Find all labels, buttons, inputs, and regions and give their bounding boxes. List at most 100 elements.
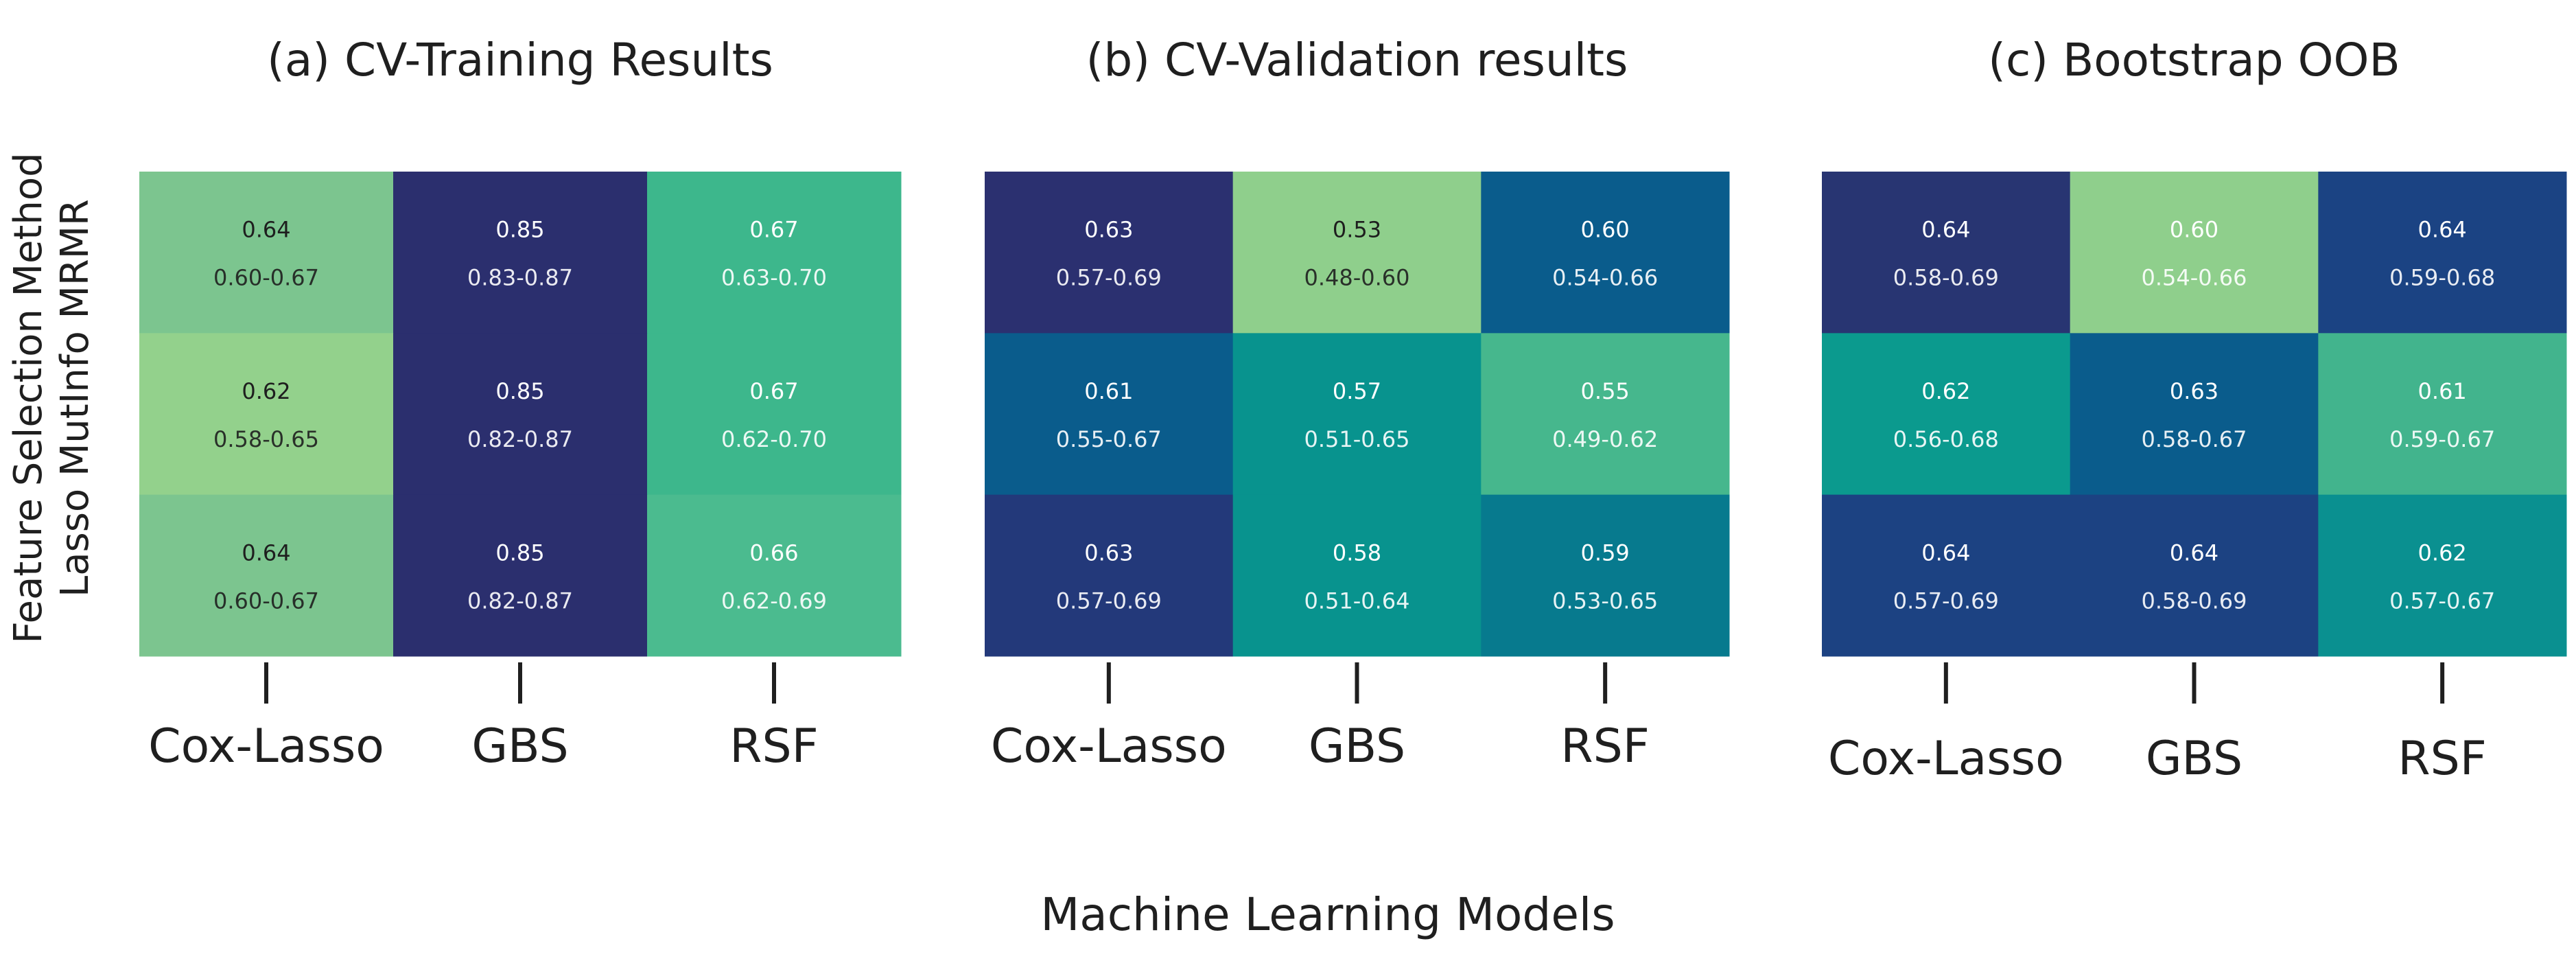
heatmap-cell-mrmr-cox-lasso xyxy=(985,172,1234,334)
heatmap-cell-mutinfo-cox-lasso xyxy=(985,333,1234,496)
cell-ci: 0.57-0.67 xyxy=(2389,588,2495,614)
heatmap-cell-mrmr-gbs xyxy=(1232,172,1482,334)
cell-ci: 0.54-0.66 xyxy=(2141,265,2247,291)
cell-value: 0.85 xyxy=(495,217,544,243)
heatmap-cell-lasso-rsf xyxy=(647,494,902,657)
cell-ci: 0.57-0.69 xyxy=(1056,588,1162,614)
panel-title: (b) CV-Validation results xyxy=(1086,34,1628,86)
heatmap-cell-mrmr-rsf xyxy=(1481,172,1730,334)
cell-ci: 0.62-0.70 xyxy=(721,426,827,452)
cell-ci: 0.57-0.69 xyxy=(1056,265,1162,291)
cell-value: 0.53 xyxy=(1333,217,1381,243)
cell-value: 0.58 xyxy=(1333,540,1381,566)
heatmap-cell-mutinfo-gbs xyxy=(2070,333,2319,496)
cell-ci: 0.59-0.68 xyxy=(2389,265,2495,291)
cell-value: 0.63 xyxy=(1084,540,1133,566)
cell-value: 0.60 xyxy=(2170,217,2218,243)
heatmap-cell-lasso-cox-lasso xyxy=(985,494,1234,657)
cell-ci: 0.58-0.67 xyxy=(2141,426,2247,452)
cell-value: 0.62 xyxy=(242,378,290,404)
cell-ci: 0.59-0.67 xyxy=(2389,426,2495,452)
heatmap-cell-mrmr-rsf xyxy=(647,172,902,334)
heatmap-cell-mutinfo-rsf xyxy=(647,333,902,496)
cell-value: 0.62 xyxy=(1921,378,1970,404)
cell-value: 0.57 xyxy=(1333,378,1381,404)
cell-value: 0.85 xyxy=(495,378,544,404)
heatmap-cell-mrmr-cox-lasso xyxy=(1822,172,2071,334)
heatmap-panel-2: (b) CV-Validation results 0.63 0.57-0.69 0.… xyxy=(985,34,1730,774)
cell-ci: 0.57-0.69 xyxy=(1893,588,1999,614)
cell-ci: 0.51-0.65 xyxy=(1304,426,1409,452)
heatmap-cell-lasso-rsf xyxy=(2318,494,2567,657)
heatmap-cell-mutinfo-rsf xyxy=(1481,333,1730,496)
y-axis-label-rows: Lasso MutInfo MRMR xyxy=(53,199,97,597)
x-tick-label: GBS xyxy=(1309,719,1405,774)
cell-value: 0.64 xyxy=(242,540,290,566)
heatmap-cell-mrmr-gbs xyxy=(393,172,648,334)
cell-ci: 0.51-0.64 xyxy=(1304,588,1409,614)
panel-title: (a) CV-Training Results xyxy=(267,34,773,86)
heatmap-cell-lasso-gbs xyxy=(393,494,648,657)
heatmap-cell-mutinfo-cox-lasso xyxy=(1822,333,2071,496)
cell-value: 0.67 xyxy=(749,378,798,404)
cell-value: 0.55 xyxy=(1581,378,1630,404)
x-tick-label: RSF xyxy=(2398,732,2487,786)
heatmap-cell-lasso-cox-lasso xyxy=(139,494,394,657)
cell-value: 0.66 xyxy=(749,540,798,566)
cell-value: 0.64 xyxy=(2170,540,2218,566)
cell-ci: 0.83-0.87 xyxy=(467,265,573,291)
cell-value: 0.61 xyxy=(1084,378,1133,404)
cell-ci: 0.58-0.65 xyxy=(213,426,319,452)
cell-ci: 0.48-0.60 xyxy=(1304,265,1409,291)
heatmap-cell-mutinfo-gbs xyxy=(393,333,648,496)
heatmap-cell-mutinfo-gbs xyxy=(1232,333,1482,496)
cell-ci: 0.56-0.68 xyxy=(1893,426,1999,452)
cell-ci: 0.60-0.67 xyxy=(213,265,319,291)
cell-ci: 0.58-0.69 xyxy=(1893,265,1999,291)
heatmap-cell-lasso-rsf xyxy=(1481,494,1730,657)
cell-ci: 0.62-0.69 xyxy=(721,588,827,614)
x-axis-label: Machine Learning Models xyxy=(1040,888,1615,941)
x-tick-label: GBS xyxy=(2146,732,2243,786)
cell-value: 0.62 xyxy=(2418,540,2467,566)
heatmap-panel-1: (a) CV-Training Results 0.64 0.60-0.67 0.85… xyxy=(139,34,902,774)
heatmap-cell-mrmr-rsf xyxy=(2318,172,2567,334)
cell-value: 0.59 xyxy=(1581,540,1630,566)
cell-value: 0.67 xyxy=(749,217,798,243)
x-tick-label: Cox-Lasso xyxy=(148,719,384,774)
heatmap-cell-mutinfo-rsf xyxy=(2318,333,2567,496)
cell-ci: 0.49-0.62 xyxy=(1552,426,1658,452)
heatmap-panel-3: (c) Bootstrap OOB 0.64 0.58-0.69 0.60 0.54-0… xyxy=(1822,34,2567,786)
heatmap-cell-mrmr-cox-lasso xyxy=(139,172,394,334)
cell-ci: 0.54-0.66 xyxy=(1552,265,1658,291)
cell-ci: 0.82-0.87 xyxy=(467,426,573,452)
heatmap-cell-lasso-gbs xyxy=(1232,494,1482,657)
cell-ci: 0.60-0.67 xyxy=(213,588,319,614)
cell-value: 0.63 xyxy=(2170,378,2218,404)
x-tick-label: RSF xyxy=(1560,719,1650,774)
cell-ci: 0.55-0.67 xyxy=(1056,426,1162,452)
cell-ci: 0.53-0.65 xyxy=(1552,588,1658,614)
x-tick-label: Cox-Lasso xyxy=(1828,732,2064,786)
heatmap-panels: (a) CV-Training Results 0.64 0.60-0.67 0.85… xyxy=(139,34,2567,786)
panel-title: (c) Bootstrap OOB xyxy=(1988,34,2400,86)
cell-value: 0.64 xyxy=(2418,217,2467,243)
cell-value: 0.60 xyxy=(1581,217,1630,243)
heatmap-cell-mutinfo-cox-lasso xyxy=(139,333,394,496)
heatmap-cell-mrmr-gbs xyxy=(2070,172,2319,334)
y-axis-label-title: Feature Selection Method xyxy=(6,152,51,643)
cell-value: 0.85 xyxy=(495,540,544,566)
heatmap-cell-lasso-gbs xyxy=(2070,494,2319,657)
x-tick-label: Cox-Lasso xyxy=(991,719,1227,774)
x-tick-label: GBS xyxy=(471,719,568,774)
cell-value: 0.64 xyxy=(1921,217,1970,243)
cell-ci: 0.58-0.69 xyxy=(2141,588,2247,614)
cell-value: 0.61 xyxy=(2418,378,2467,404)
cell-ci: 0.82-0.87 xyxy=(467,588,573,614)
cell-value: 0.64 xyxy=(242,217,290,243)
cell-ci: 0.63-0.70 xyxy=(721,265,827,291)
heatmap-cell-lasso-cox-lasso xyxy=(1822,494,2071,657)
cell-value: 0.63 xyxy=(1084,217,1133,243)
x-tick-label: RSF xyxy=(729,719,819,774)
